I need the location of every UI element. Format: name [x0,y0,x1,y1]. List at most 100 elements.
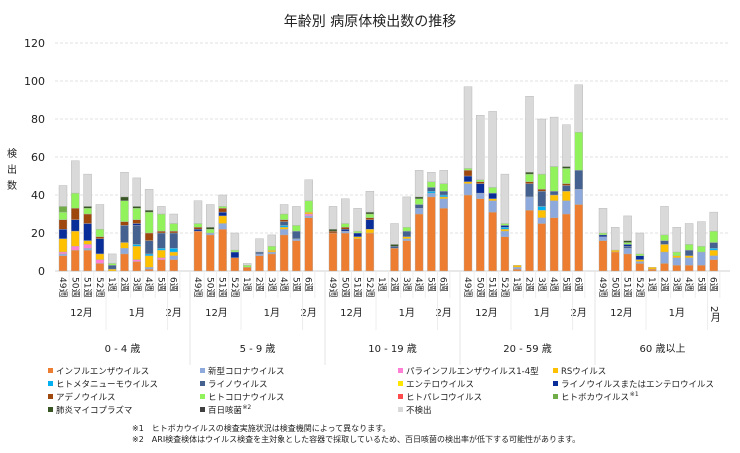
bar-segment [488,187,497,194]
bar-5-9歳-49週 [193,200,203,272]
bar-segment [353,208,362,232]
bar-segment [635,261,645,264]
bar-segment [255,251,264,255]
legend-item: 百日咳菌 ※2 [200,404,251,416]
bar-5-9歳-5週 [292,206,301,272]
bar-segment [513,267,522,270]
bar-segment [365,228,375,234]
bar-segment [549,116,559,167]
week-label: 2週 [119,277,130,292]
bar-60歳以上-5週 [697,221,706,272]
bar-60歳以上-52週 [635,232,645,272]
bar-segment [562,213,571,272]
bar-segment [71,246,80,251]
bar-segment [206,228,215,234]
bar-60歳以上-4週 [684,223,694,272]
bar-segment [635,259,645,262]
legend-label: ヒトメタニューモウイルス [56,380,158,390]
week-label: 4週 [683,277,694,292]
month-label: 1月 [129,307,145,319]
week-label: 50週 [339,277,350,297]
bar-segment [513,265,522,268]
bar-segment [697,246,706,253]
legend-swatch [398,368,403,373]
bar-segment [439,198,448,209]
week-label: 49週 [192,277,203,297]
bar-segment [157,249,166,258]
bar-segment [218,211,227,217]
bar-segment [414,198,424,205]
month-label: 1月 [669,307,685,319]
bar-segment [71,219,80,232]
bar-60歳以上-50週 [611,227,620,272]
bar-0-4歳-3週 [132,177,142,272]
legend-item: インフルエンザウイルス [48,367,149,377]
bar-segment [709,255,718,260]
legend-item: ライノウイルス [200,380,268,390]
bar-60歳以上-6週 [709,211,718,272]
bar-segment [574,204,583,272]
bar-segment [328,232,338,272]
week-label: 1週 [241,277,252,292]
bar-segment [402,196,411,228]
bar-segment [684,249,694,257]
bar-segment [206,204,215,228]
bar-segment [279,228,289,236]
y-tick-label: 120 [24,37,45,50]
bar-segment [709,242,718,249]
y-tick-label: 40 [31,189,45,202]
bar-segment [365,217,375,220]
legend-item: ヒトボカウイルス ※1 [553,391,639,403]
bar-60歳以上-51週 [623,215,632,272]
legend-swatch [398,394,403,399]
bar-segment [169,223,178,232]
bar-segment [58,251,68,255]
legend-swatch [398,381,403,386]
bar-0-4歳-6週 [169,213,178,272]
legend-swatch [553,381,558,386]
bar-segment [169,255,178,260]
week-label: 51週 [82,277,93,297]
week-label: 6週 [303,277,314,292]
bar-segment [120,242,129,249]
bar-segment [525,171,534,175]
bar-segment [365,232,375,272]
week-label: 52週 [634,277,645,297]
bar-segment [623,242,632,245]
legend-label: 百日咳菌 [208,405,242,416]
bar-segment [193,200,203,224]
bar-segment [562,185,571,192]
bar-segment [672,227,681,253]
week-label: 52週 [499,277,510,297]
bar-segment [304,217,313,272]
bar-segment [58,238,68,253]
week-label: 5週 [695,277,706,292]
bar-segment [525,95,534,173]
bar-segment [598,208,608,234]
bar-segment [623,246,632,249]
bar-segment [169,232,178,249]
bar-segment [574,84,583,133]
month-label: 2月 [166,307,182,319]
bar-segment [95,253,105,260]
y-tick-label: 60 [31,151,45,164]
footnote: ※2 ARI検査検体はウイルス検査を主対象とした容器で採取しているため、百日咳菌… [132,434,580,444]
bar-segment [230,257,240,272]
bar-0-4歳-5週 [157,206,166,272]
month-label: 2月 [571,307,587,319]
bar-segment [132,219,142,224]
bar-segment [402,230,411,238]
bar-60歳以上-3週 [672,227,681,272]
bar-segment [439,196,448,199]
bar-segment [267,249,276,253]
bar-segment [390,244,399,247]
bar-segment [120,253,129,272]
bar-0-4歳-49週 [58,185,68,272]
bar-20-59歳-2週 [525,95,534,272]
week-label: 3週 [266,277,277,292]
bar-segment [267,253,276,272]
bar-segment [328,228,338,232]
legend-item: ヒトパレコウイルス [398,393,482,403]
bar-segment [672,251,681,256]
bar-segment [390,223,399,245]
